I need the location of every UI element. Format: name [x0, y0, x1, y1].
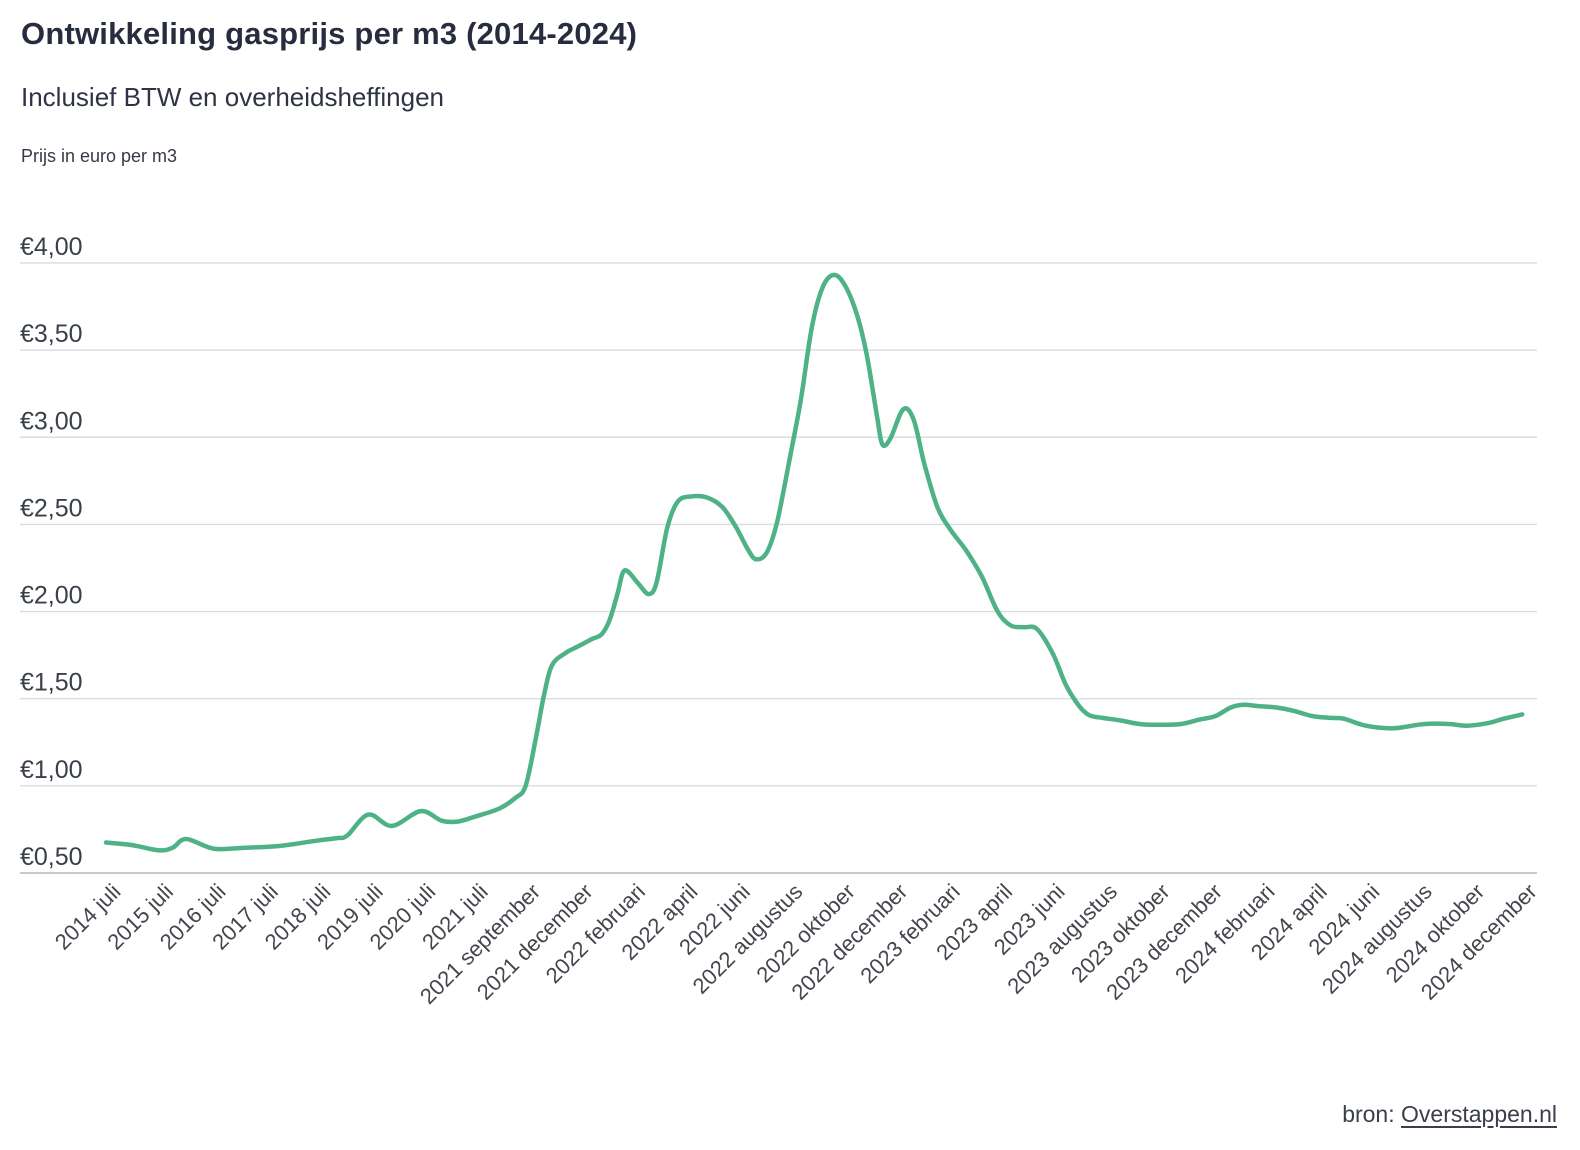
chart-subtitle: Inclusief BTW en overheidsheffingen: [21, 82, 444, 112]
source-prefix: bron:: [1342, 1101, 1402, 1127]
y-axis-tick-label: €3,00: [20, 407, 83, 435]
source-note: bron: Overstappen.nl: [1342, 1101, 1557, 1128]
y-axis-tick-label: €2,50: [20, 494, 83, 522]
axis-unit-note: Prijs in euro per m3: [21, 146, 178, 166]
y-axis-tick-label: €0,50: [20, 843, 83, 871]
gas-price-line: [103, 272, 1525, 853]
y-axis-tick-label: €4,00: [20, 233, 83, 261]
chart-title: Ontwikkeling gasprijs per m3 (2014-2024): [21, 16, 638, 51]
y-axis-tick-label: €3,50: [20, 320, 83, 348]
y-axis-tick-label: €1,50: [20, 669, 83, 697]
y-axis-tick-label: €1,00: [20, 756, 83, 784]
y-axis-tick-label: €2,00: [20, 582, 83, 610]
source-link[interactable]: Overstappen.nl: [1401, 1101, 1557, 1127]
